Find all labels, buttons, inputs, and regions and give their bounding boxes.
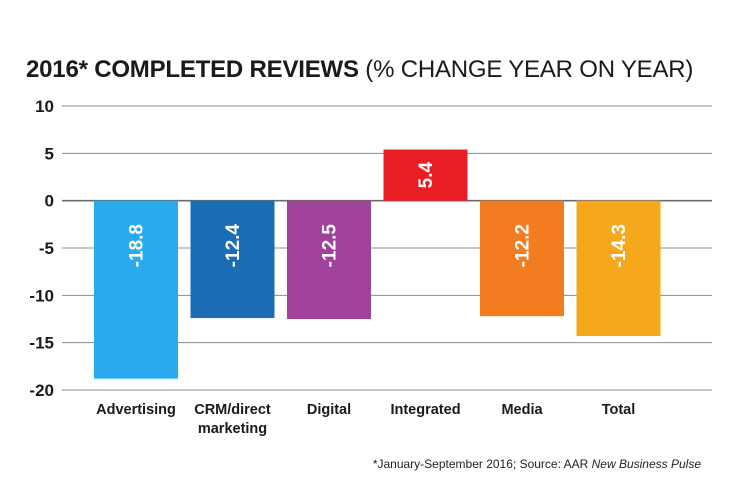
data-label: -12.2 [513,224,534,267]
y-tick-label: -20 [29,381,54,400]
bar [287,200,371,319]
bar [94,200,178,379]
footnote: *January-September 2016; Source: AAR New… [373,457,701,471]
bar [383,149,468,201]
bars: -18.8 -12.4 -12.5 5.4 -12.2 -14.3 [94,149,661,379]
data-label: -14.3 [609,224,630,267]
data-label: -18.8 [127,224,148,267]
x-tick-label: Integrated [390,402,460,418]
y-tick-label: 0 [45,192,54,211]
footnote-publication: New Business Pulse [591,457,701,471]
y-axis: 10 5 0 -5 -10 -15 -20 [29,97,54,400]
y-tick-label: -15 [29,334,54,353]
y-tick-label: -5 [39,239,54,258]
y-tick-label: 10 [35,97,54,116]
x-tick-label: Digital [307,402,351,418]
x-tick-label: CRM/direct [194,402,271,418]
x-tick-label: Total [602,402,636,418]
data-label: -12.5 [320,224,341,268]
bar [576,200,661,337]
x-tick-label: marketing [198,421,267,437]
chart-title-subtitle: (% CHANGE YEAR ON YEAR) [365,56,694,83]
chart-title-main: 2016* COMPLETED REVIEWS [26,56,359,83]
footnote-source: *January-September 2016; Source: AAR [372,457,592,471]
x-tick-label: Advertising [96,402,176,418]
bar [190,200,275,319]
data-label: -12.4 [223,224,244,268]
x-axis-labels: Advertising CRM/direct marketing Digital Int… [96,402,635,437]
y-tick-label: 5 [45,144,54,163]
bar [480,200,564,317]
x-tick-label: Media [501,402,543,418]
chart-title: 2016* COMPLETED REVIEWS (% CHANGE YEAR O… [26,56,693,84]
y-tick-label: -10 [29,286,54,305]
data-label: 5.4 [416,161,437,188]
